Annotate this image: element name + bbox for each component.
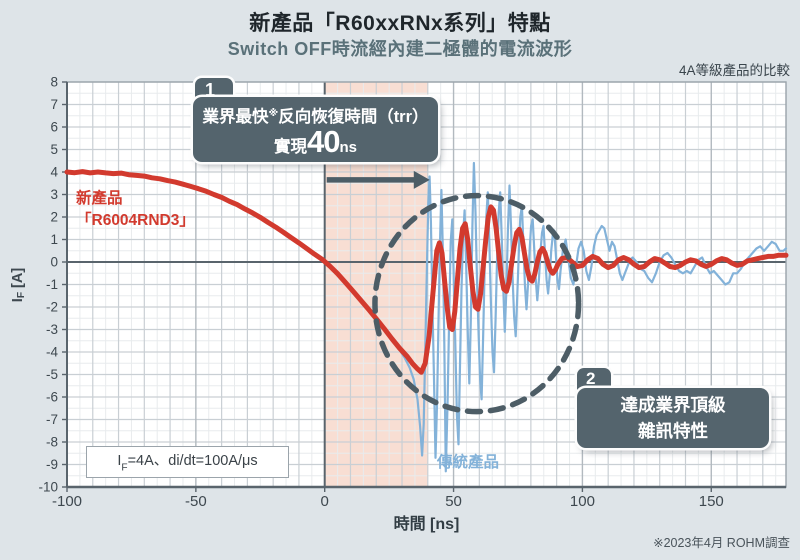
comparison-note: 4A等級產品的比較: [678, 63, 790, 78]
callout-1-trr: 業界最快※反向恢復時間（trr） 實現40ns: [193, 97, 438, 162]
x-axis-title: 時間 [ns]: [393, 516, 460, 533]
svg-text:-50: -50: [185, 493, 207, 510]
callout-2-line2: 雜訊特性: [638, 421, 708, 441]
series-conventional: [375, 161, 788, 473]
svg-text:-7: -7: [46, 412, 58, 427]
svg-text:-10: -10: [38, 480, 58, 495]
svg-text:150: 150: [699, 493, 724, 510]
svg-text:6: 6: [50, 120, 58, 135]
svg-text:-6: -6: [46, 390, 58, 405]
svg-text:3: 3: [50, 187, 58, 202]
page-title: 新產品「R60xxRNx系列」特點: [249, 12, 551, 35]
series-new-product: [64, 169, 789, 375]
svg-text:5: 5: [50, 142, 58, 157]
callout-2-line1: 達成業界頂級: [620, 395, 726, 415]
callout-1-line1: 業界最快※反向恢復時間（trr）: [202, 108, 429, 126]
svg-text:-100: -100: [52, 493, 82, 510]
svg-text:-9: -9: [46, 457, 58, 472]
callout-2-noise: 達成業界頂級 雜訊特性: [577, 388, 769, 448]
svg-text:-1: -1: [46, 277, 58, 292]
trr-arrow: [326, 170, 430, 189]
reference-mark: ※: [268, 108, 279, 119]
trr-value: 40: [307, 124, 340, 159]
svg-text:-3: -3: [46, 322, 58, 337]
svg-text:0: 0: [50, 255, 58, 270]
svg-text:2: 2: [50, 210, 58, 225]
svg-text:-4: -4: [46, 345, 58, 360]
page-subtitle: Switch OFF時流經內建二極體的電流波形: [227, 39, 573, 59]
series-label-new-product: 新產品 「R6004RND3」: [76, 190, 195, 229]
svg-text:8: 8: [50, 75, 58, 90]
svg-text:-8: -8: [46, 435, 58, 450]
svg-text:0: 0: [321, 493, 329, 510]
svg-text:1: 1: [50, 232, 58, 247]
noise-highlight-circle: [372, 192, 582, 415]
svg-text:100: 100: [570, 493, 595, 510]
y-axis-title: IF [A]: [10, 267, 28, 303]
test-conditions-box: IF=4A、di/dt=100A/μs: [86, 446, 289, 478]
svg-text:50: 50: [445, 493, 462, 510]
callout-1-line2: 實現40ns: [274, 124, 357, 159]
footnote: ※2023年4月 ROHM調查: [653, 536, 790, 550]
svg-text:-2: -2: [46, 300, 58, 315]
svg-text:4: 4: [50, 165, 58, 180]
svg-text:7: 7: [50, 97, 58, 112]
svg-text:-5: -5: [46, 367, 58, 382]
series-label-conventional: 傳統產品: [437, 454, 500, 471]
